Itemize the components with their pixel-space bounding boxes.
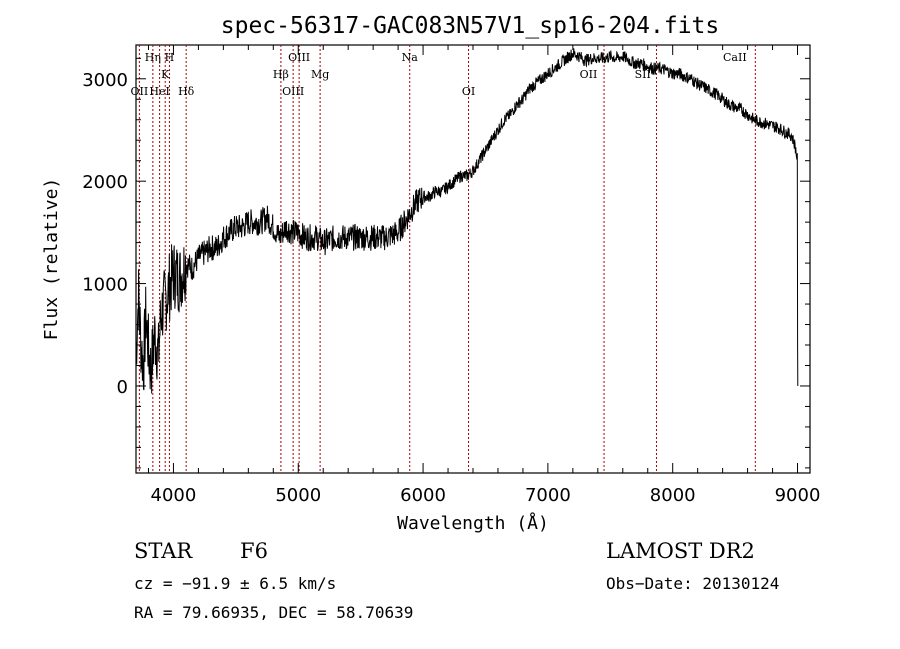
y-tick-label: 0 (117, 377, 128, 398)
subclass-label: F6 (240, 539, 268, 563)
line-label: HeI (149, 85, 169, 98)
y-axis: 0 1000 2000 3000 (82, 57, 810, 469)
line-label: OI (462, 85, 475, 98)
line-label: OIII (288, 51, 310, 64)
y-tick-label: 1000 (82, 275, 128, 296)
y-tick-label: 3000 (82, 70, 128, 91)
x-tick-label: 8000 (650, 485, 696, 506)
line-label: OIII (282, 85, 304, 98)
spectrum-line (135, 48, 799, 394)
x-tick-label: 9000 (775, 485, 821, 506)
class-label: STAR (134, 539, 193, 563)
x-axis: 4000 5000 6000 7000 8000 9000 (147, 45, 821, 506)
line-label: OII (580, 68, 598, 81)
line-label: Na (402, 51, 419, 64)
x-tick-label: 5000 (275, 485, 321, 506)
line-label: K (161, 68, 170, 81)
line-label: Mg (311, 68, 329, 81)
chart-title: spec-56317-GAC083N57V1_sp16-204.fits (221, 13, 720, 39)
line-label: Hβ (273, 68, 289, 81)
x-tick-label: 7000 (525, 485, 571, 506)
redshift-text: cz = −91.9 ± 6.5 km/s (134, 574, 337, 593)
line-label: SII (635, 68, 651, 81)
line-label: CaII (723, 51, 747, 64)
line-label: Hδ (178, 85, 195, 98)
survey-label: LAMOST DR2 (606, 539, 755, 563)
y-tick-label: 2000 (82, 172, 128, 193)
x-tick-label: 4000 (151, 485, 197, 506)
y-axis-label: Flux (relative) (41, 178, 62, 341)
line-label: Hη (145, 51, 161, 64)
coordinates-text: RA = 79.66935, DEC = 58.70639 (134, 603, 414, 622)
line-label: OII (131, 85, 149, 98)
plot-frame (135, 44, 811, 474)
line-marks (138, 45, 756, 473)
x-axis-label: Wavelength (Å) (397, 512, 549, 534)
obs-date-text: Obs−Date: 20130124 (606, 574, 780, 593)
line-label: H (165, 51, 175, 64)
x-tick-label: 6000 (400, 485, 446, 506)
spectrum-series (135, 48, 799, 394)
